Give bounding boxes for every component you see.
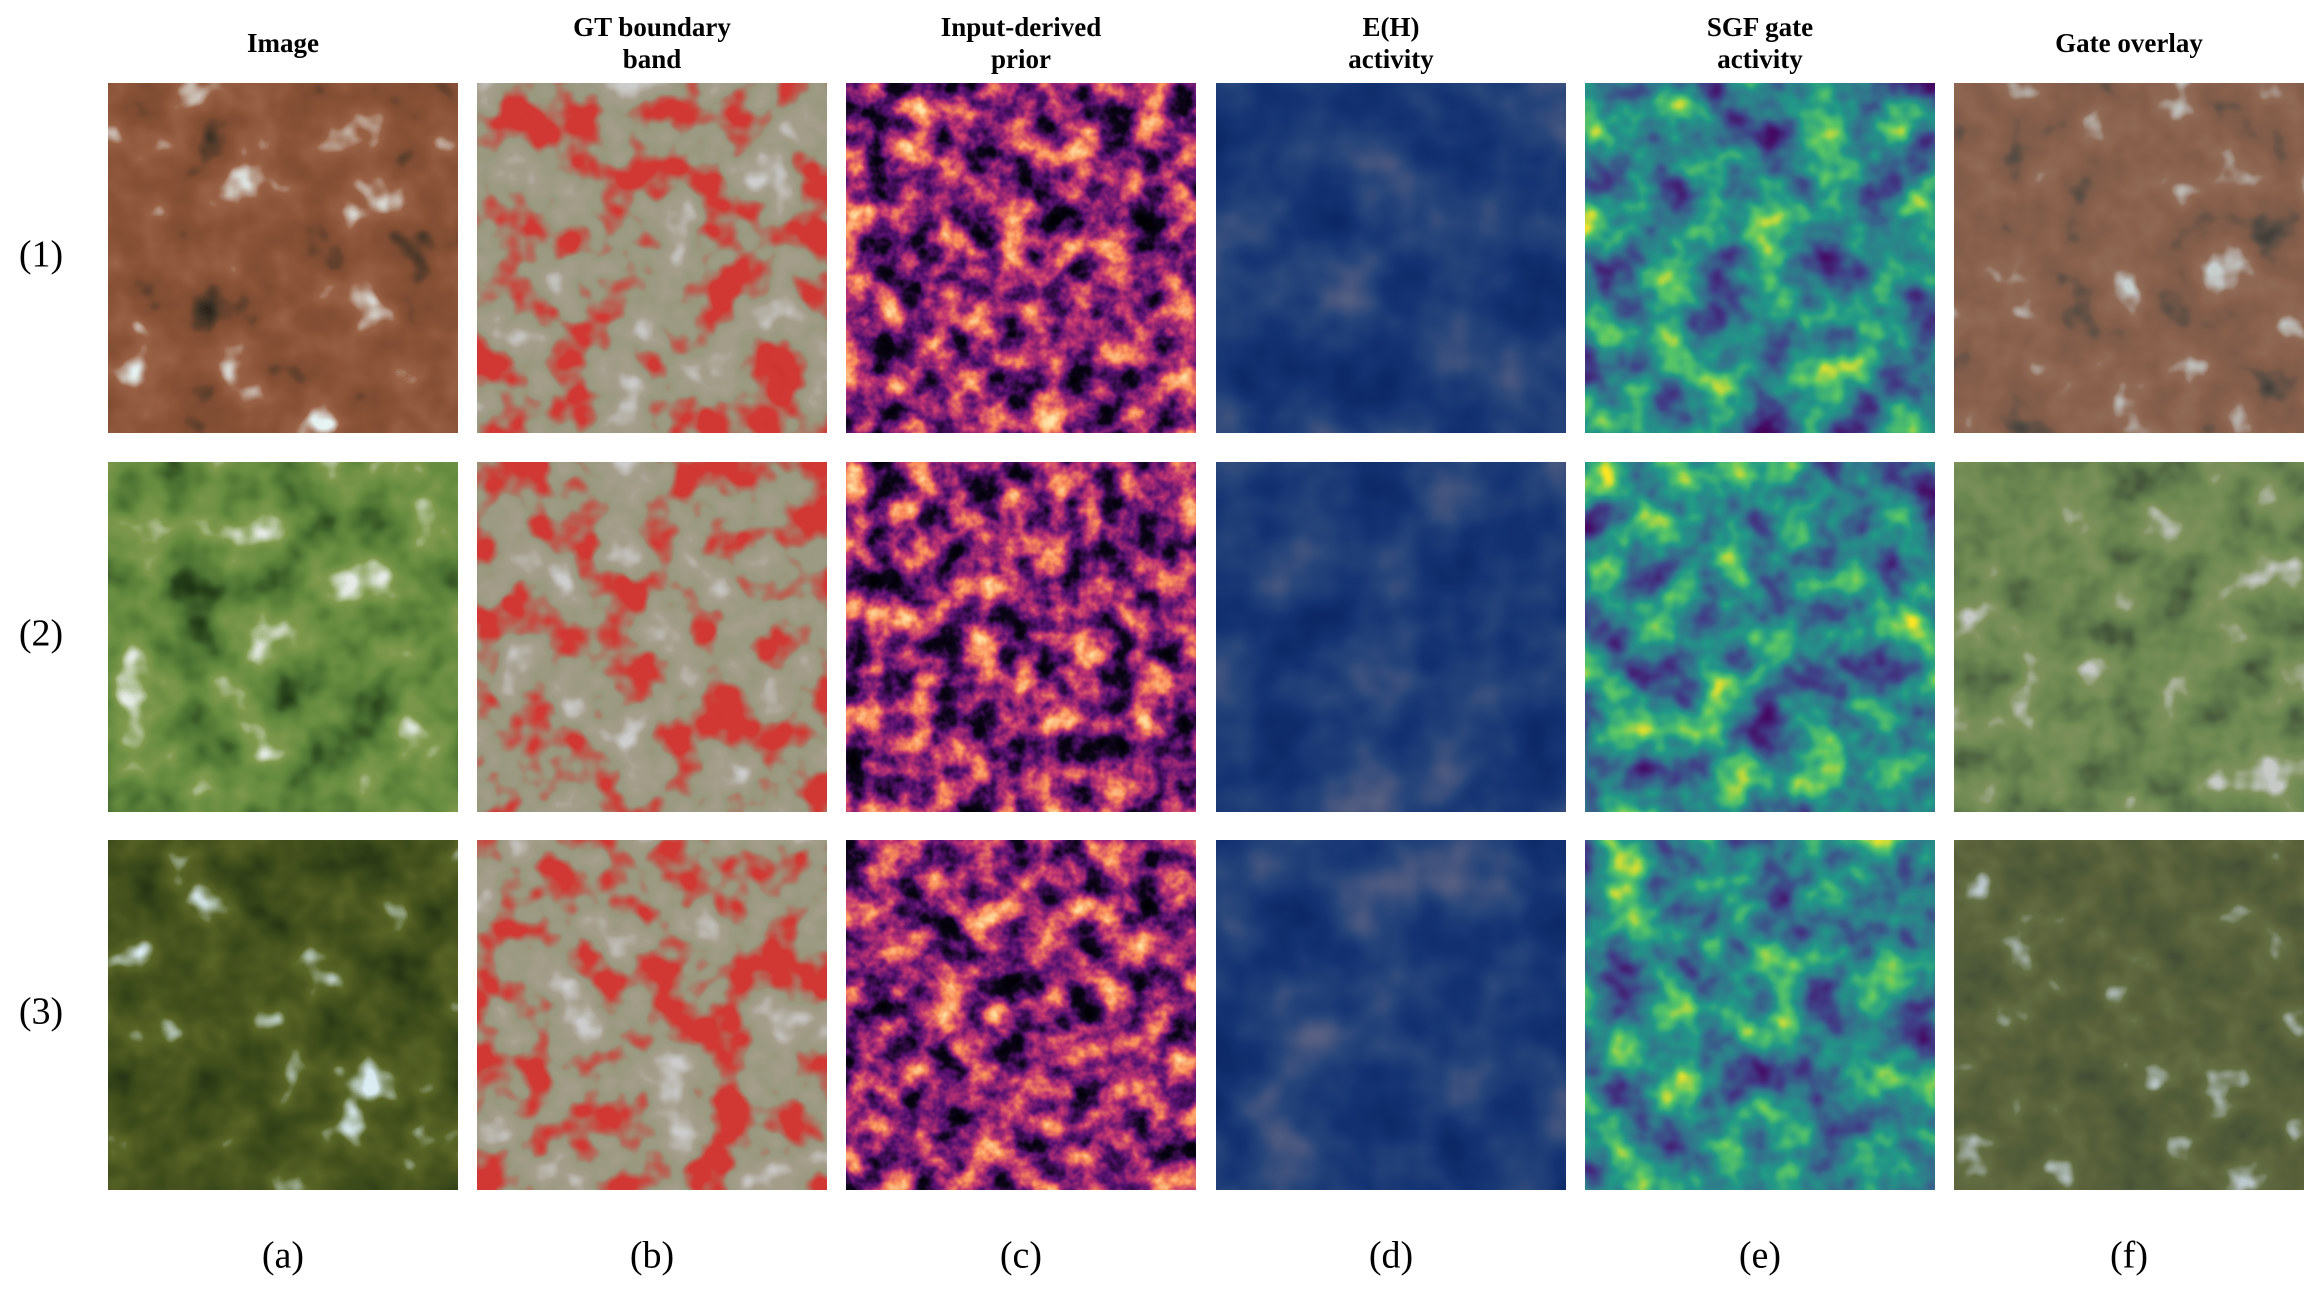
- column-header: prior: [991, 44, 1051, 74]
- image-panel: [1216, 462, 1566, 812]
- image-panel: [1585, 840, 1935, 1190]
- column-header: Input-derived: [941, 12, 1102, 42]
- column-letter: (b): [630, 1235, 674, 1277]
- column-letter: (e): [1739, 1235, 1781, 1277]
- image-panel: [108, 83, 458, 433]
- column-header: activity: [1717, 44, 1803, 74]
- image-panel: [477, 83, 827, 433]
- image-panel: [1585, 83, 1935, 433]
- column-letter: (d): [1369, 1235, 1413, 1277]
- image-panel: [846, 840, 1196, 1190]
- row-label: (2): [19, 613, 63, 655]
- column-header: activity: [1348, 44, 1434, 74]
- column-header: GT boundary: [573, 12, 731, 42]
- image-panel: [108, 462, 458, 812]
- column-letter: (f): [2110, 1235, 2148, 1277]
- row-label: (3): [19, 991, 63, 1033]
- column-header: SGF gate: [1707, 12, 1813, 42]
- image-panel: [846, 83, 1196, 433]
- image-panel: [108, 840, 458, 1190]
- image-panel: [1954, 462, 2304, 812]
- image-panel: [1585, 462, 1935, 812]
- image-panel: [1216, 83, 1566, 433]
- image-panel: [846, 462, 1196, 812]
- image-panel: [1954, 840, 2304, 1190]
- image-panel: [477, 462, 827, 812]
- image-panel: [477, 840, 827, 1190]
- column-header: Gate overlay: [2055, 28, 2203, 58]
- column-header: E(H): [1363, 12, 1420, 42]
- column-header: band: [623, 44, 682, 74]
- row-label: (1): [19, 234, 63, 276]
- column-letter: (c): [1000, 1235, 1042, 1277]
- column-header: Image: [247, 28, 319, 58]
- image-panel: [1954, 83, 2304, 433]
- column-letter: (a): [262, 1235, 304, 1277]
- image-panel: [1216, 840, 1566, 1190]
